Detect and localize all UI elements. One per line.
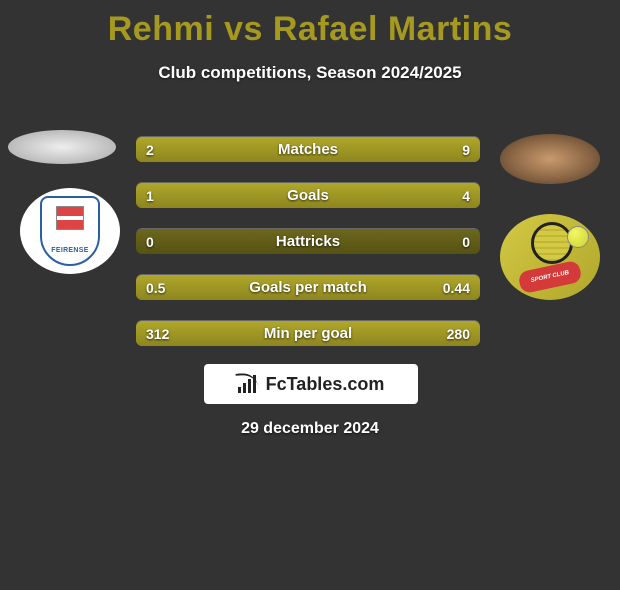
stat-chart: 2Matches9 1Goals4 0Hattricks0 0.5Goals per … — [136, 136, 480, 366]
right-player-photo — [500, 134, 600, 184]
stat-row: 2Matches9 — [136, 136, 480, 162]
page-subtitle: Club competitions, Season 2024/2025 — [0, 63, 620, 83]
stat-label: Matches — [136, 137, 480, 162]
stat-value-right: 0.44 — [433, 275, 480, 300]
racket-icon: SPORT CLUB — [515, 222, 585, 292]
racket-label: SPORT CLUB — [517, 260, 582, 294]
stat-label: Hattricks — [136, 229, 480, 254]
stat-row: 0.5Goals per match0.44 — [136, 274, 480, 300]
stat-row: 0Hattricks0 — [136, 228, 480, 254]
stat-row: 312Min per goal280 — [136, 320, 480, 346]
left-player-photo — [8, 130, 116, 164]
shield-label: FEIRENSE — [51, 247, 88, 254]
stat-label: Goals — [136, 183, 480, 208]
stat-value-right: 0 — [452, 229, 480, 254]
stat-row: 1Goals4 — [136, 182, 480, 208]
brand-text: FcTables.com — [266, 374, 385, 395]
stat-value-right: 4 — [452, 183, 480, 208]
date-text: 29 december 2024 — [0, 420, 620, 438]
page-title: Rehmi vs Rafael Martins — [0, 10, 620, 49]
left-club-logo: FEIRENSE — [20, 188, 120, 274]
shield-icon: FEIRENSE — [40, 196, 100, 266]
stat-label: Min per goal — [136, 321, 480, 346]
brand-badge: FcTables.com — [204, 364, 418, 404]
bar-chart-icon — [238, 375, 260, 393]
stat-value-right: 280 — [437, 321, 480, 346]
stat-label: Goals per match — [136, 275, 480, 300]
stat-value-right: 9 — [452, 137, 480, 162]
right-club-logo: SPORT CLUB — [500, 214, 600, 300]
